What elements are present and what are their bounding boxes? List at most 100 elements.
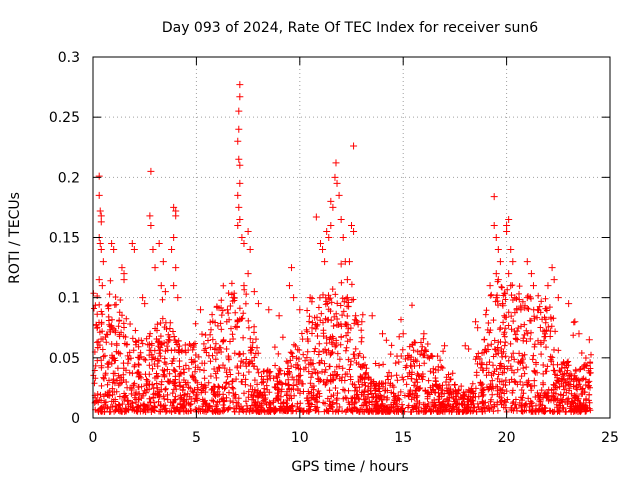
- data-point: [498, 300, 506, 308]
- data-point: [507, 246, 515, 254]
- data-point: [513, 306, 521, 314]
- data-point: [168, 246, 176, 254]
- data-point: [170, 234, 178, 241]
- data-point: [96, 240, 104, 248]
- x-tick-label: 10: [291, 430, 309, 446]
- data-point: [441, 342, 449, 350]
- data-point: [523, 294, 531, 302]
- data-point: [161, 288, 169, 296]
- data-point: [350, 227, 358, 235]
- data-point: [172, 212, 180, 220]
- data-point: [529, 282, 537, 290]
- data-points: [95, 81, 593, 350]
- data-point: [139, 294, 147, 302]
- data-point: [505, 215, 513, 223]
- data-point: [527, 270, 535, 278]
- data-point: [494, 276, 502, 284]
- data-point: [575, 330, 583, 338]
- data-point: [223, 306, 231, 314]
- data-point: [323, 227, 331, 235]
- data-point: [327, 197, 335, 205]
- y-tick-label: 0.15: [49, 231, 80, 247]
- data-point: [95, 276, 103, 284]
- data-point: [368, 312, 376, 320]
- data-point: [358, 318, 366, 326]
- data-point: [108, 240, 116, 248]
- data-point: [174, 294, 182, 302]
- data-point: [345, 258, 353, 266]
- data-point: [492, 270, 500, 278]
- data-point: [352, 312, 360, 320]
- chart-title: Day 093 of 2024, Rate Of TEC Index for r…: [162, 20, 538, 36]
- data-point: [350, 142, 358, 150]
- data-point: [244, 270, 252, 278]
- data-point: [509, 258, 517, 266]
- data-point: [172, 264, 180, 272]
- data-point: [120, 270, 128, 278]
- data-point: [235, 203, 243, 211]
- data-point: [331, 173, 339, 181]
- data-point: [505, 270, 513, 278]
- data-point: [213, 303, 221, 311]
- data-point: [236, 215, 244, 223]
- data-point: [486, 282, 494, 290]
- data-point: [240, 240, 248, 248]
- dense-marker-cloud: [90, 277, 594, 415]
- data-point: [472, 318, 480, 326]
- data-point: [95, 191, 103, 199]
- data-point: [399, 330, 407, 338]
- data-point: [170, 203, 178, 211]
- data-point: [234, 191, 242, 199]
- data-point: [474, 324, 482, 332]
- data-point: [523, 258, 531, 266]
- data-point: [236, 161, 244, 169]
- data-point: [296, 306, 304, 314]
- data-point: [234, 221, 242, 229]
- data-point: [316, 240, 324, 248]
- data-point: [325, 234, 333, 241]
- x-tick-label: 5: [192, 430, 201, 446]
- data-point: [99, 258, 107, 266]
- data-point: [147, 221, 155, 229]
- x-tick-label: 15: [394, 430, 412, 446]
- data-point: [332, 159, 340, 167]
- data-point: [333, 179, 341, 187]
- data-point: [230, 294, 238, 302]
- data-point: [149, 246, 157, 254]
- data-point: [565, 300, 573, 308]
- y-tick-label: 0.3: [58, 50, 80, 66]
- x-tick-label: 0: [89, 430, 98, 446]
- data-point: [130, 246, 138, 254]
- data-point: [120, 276, 128, 284]
- data-point: [290, 294, 298, 302]
- data-point: [544, 282, 552, 290]
- data-point: [319, 246, 327, 254]
- data-point: [246, 246, 254, 254]
- data-point: [236, 81, 244, 89]
- data-point: [335, 191, 343, 199]
- y-tick-label: 0: [71, 411, 80, 427]
- data-point: [550, 276, 558, 284]
- data-point: [321, 258, 329, 266]
- data-point: [585, 336, 593, 344]
- x-tick-label: 20: [498, 430, 516, 446]
- data-point: [157, 282, 165, 290]
- data-point: [95, 172, 103, 180]
- dense-markers: [90, 277, 594, 415]
- data-point: [306, 294, 314, 302]
- data-point: [110, 246, 118, 254]
- data-point: [348, 221, 355, 229]
- data-point: [250, 288, 258, 296]
- data-point: [236, 179, 244, 187]
- data-point: [534, 306, 542, 314]
- data-point: [244, 227, 252, 235]
- data-point: [265, 306, 273, 314]
- data-point: [118, 264, 126, 272]
- data-point: [492, 294, 500, 302]
- data-point: [548, 264, 556, 272]
- data-point: [343, 294, 351, 302]
- y-tick-label: 0.25: [49, 110, 80, 126]
- data-point: [285, 282, 293, 290]
- data-point: [494, 246, 502, 254]
- data-point: [96, 207, 104, 215]
